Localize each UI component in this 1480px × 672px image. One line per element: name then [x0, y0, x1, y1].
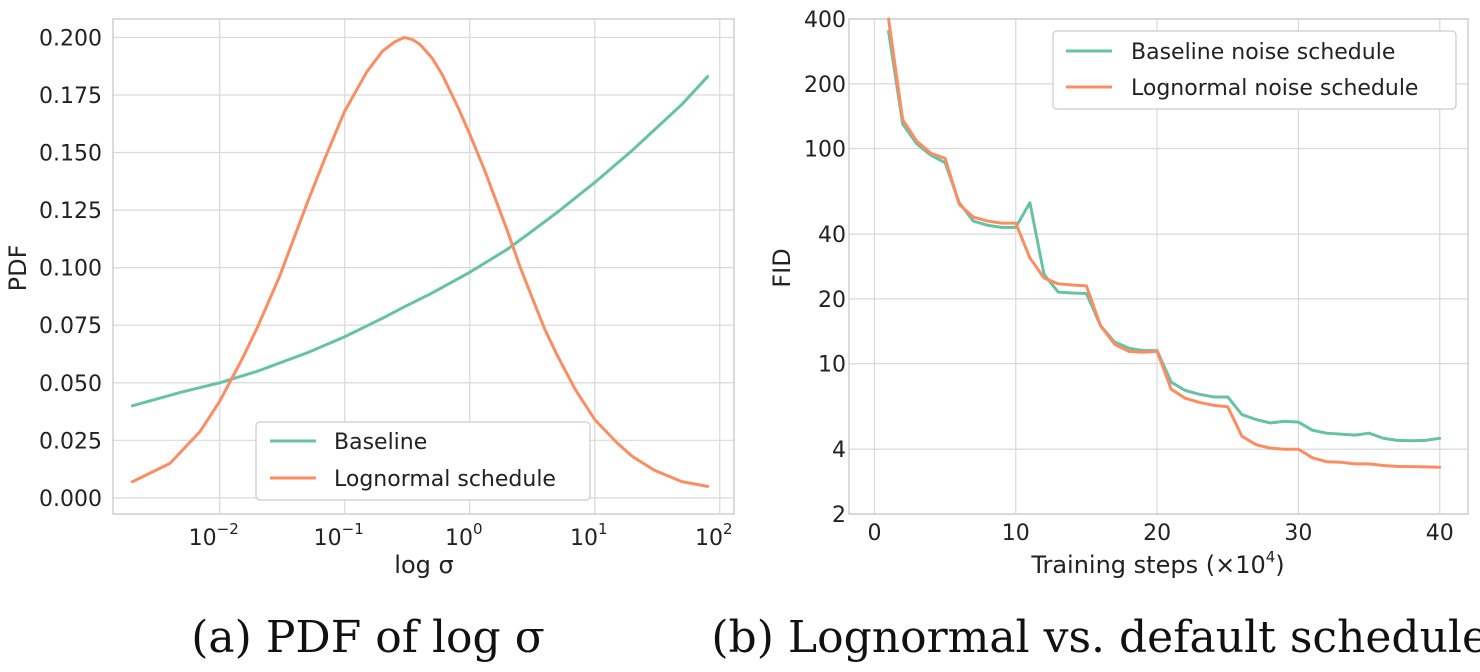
chart-a-legend: Baseline Lognormal schedule: [255, 421, 591, 501]
chart-a-y-axis-title: PDF: [4, 245, 32, 292]
chart-a-series: [130, 35, 710, 488]
chart-b-x-tick-label: 20: [1143, 521, 1171, 546]
chart-a-legend-label-baseline: Baseline: [334, 430, 427, 455]
chart-a-y-tick-labels: 0.000 0.025 0.050 0.075 0.100 0.125 0.150 0.175…: [39, 26, 102, 511]
chart-b-legend-label-lognormal: Lognormal noise schedule: [1131, 76, 1418, 101]
chart-a-x-tick-label: 102: [695, 520, 733, 551]
chart-b-y-axis-title: FID: [768, 248, 796, 287]
chart-b-y-tick-label: 20: [818, 288, 846, 313]
chart-b-legend: Baseline noise schedule Lognormal noise …: [1052, 30, 1457, 110]
chart-b-y-tick-label: 400: [804, 8, 846, 33]
chart-b-y-tick-label: 10: [818, 353, 846, 378]
chart-b-y-tick-label: 2: [832, 503, 846, 528]
chart-b-y-tick-label: 200: [804, 73, 846, 98]
chart-a-y-tick-label: 0.000: [39, 487, 102, 512]
chart-a-pdf: 0.000 0.025 0.050 0.075 0.100 0.125 0.150 0.175…: [4, 18, 735, 579]
chart-b-x-axis-title-exp: 4: [1266, 548, 1276, 566]
chart-a-line-baseline: [130, 75, 710, 408]
caption-b: (b) Lognormal vs. default schedules.: [711, 612, 1480, 663]
chart-a-x-tick-label: 10−1: [314, 520, 364, 551]
chart-b-y-tick-labels: 2 4 10 20 40 100 200 400: [804, 8, 846, 528]
chart-a-y-tick-label: 0.200: [39, 26, 102, 51]
chart-b-legend-label-baseline: Baseline noise schedule: [1131, 40, 1395, 65]
chart-b-y-tick-label: 100: [804, 138, 846, 163]
chart-a-y-tick-label: 0.050: [39, 372, 102, 397]
chart-a-legend-label-lognormal: Lognormal schedule: [334, 467, 556, 492]
chart-a-line-lognormal: [130, 35, 710, 488]
chart-a-y-tick-label: 0.150: [39, 142, 102, 167]
chart-a-x-tick-label: 101: [570, 520, 608, 551]
chart-b-x-axis-title-end: ): [1275, 551, 1284, 579]
chart-b-x-axis-title: Training steps (×104): [1030, 548, 1284, 579]
chart-a-y-tick-label: 0.100: [39, 257, 102, 282]
chart-a-legend-box: [255, 421, 591, 501]
chart-a-x-tick-label: 10−2: [189, 520, 239, 551]
chart-a-y-tick-label: 0.025: [39, 429, 102, 454]
chart-a-x-axis-title: log σ: [394, 551, 453, 579]
chart-b-frame: [848, 18, 1469, 515]
chart-a-x-tick-label: 100: [445, 520, 483, 551]
chart-b-fid: 2 4 10 20 40 100 200 400 0 10 20 30 40 Training ste…: [768, 8, 1469, 579]
chart-b-series: [887, 17, 1442, 469]
chart-b-line-lognormal: [887, 17, 1442, 469]
chart-a-frame: [112, 18, 735, 515]
chart-b-x-axis-title-main: Training steps (×10: [1030, 551, 1265, 579]
chart-b-x-tick-label: 10: [1002, 521, 1030, 546]
chart-a-x-tick-labels: 10−2 10−1 100 101 102: [189, 520, 733, 551]
chart-a-y-tick-label: 0.125: [39, 199, 102, 224]
chart-a-y-tick-label: 0.175: [39, 84, 102, 109]
chart-b-y-tick-label: 40: [818, 223, 846, 248]
chart-b-x-tick-labels: 0 10 20 30 40: [867, 521, 1453, 546]
chart-b-x-tick-label: 40: [1426, 521, 1454, 546]
chart-a-y-tick-label: 0.075: [39, 314, 102, 339]
chart-b-x-tick-label: 0: [867, 521, 881, 546]
chart-b-y-tick-label: 4: [832, 438, 846, 463]
chart-b-x-tick-label: 30: [1284, 521, 1312, 546]
caption-a: (a) PDF of log σ: [191, 612, 544, 663]
chart-b-legend-box: [1052, 30, 1457, 110]
